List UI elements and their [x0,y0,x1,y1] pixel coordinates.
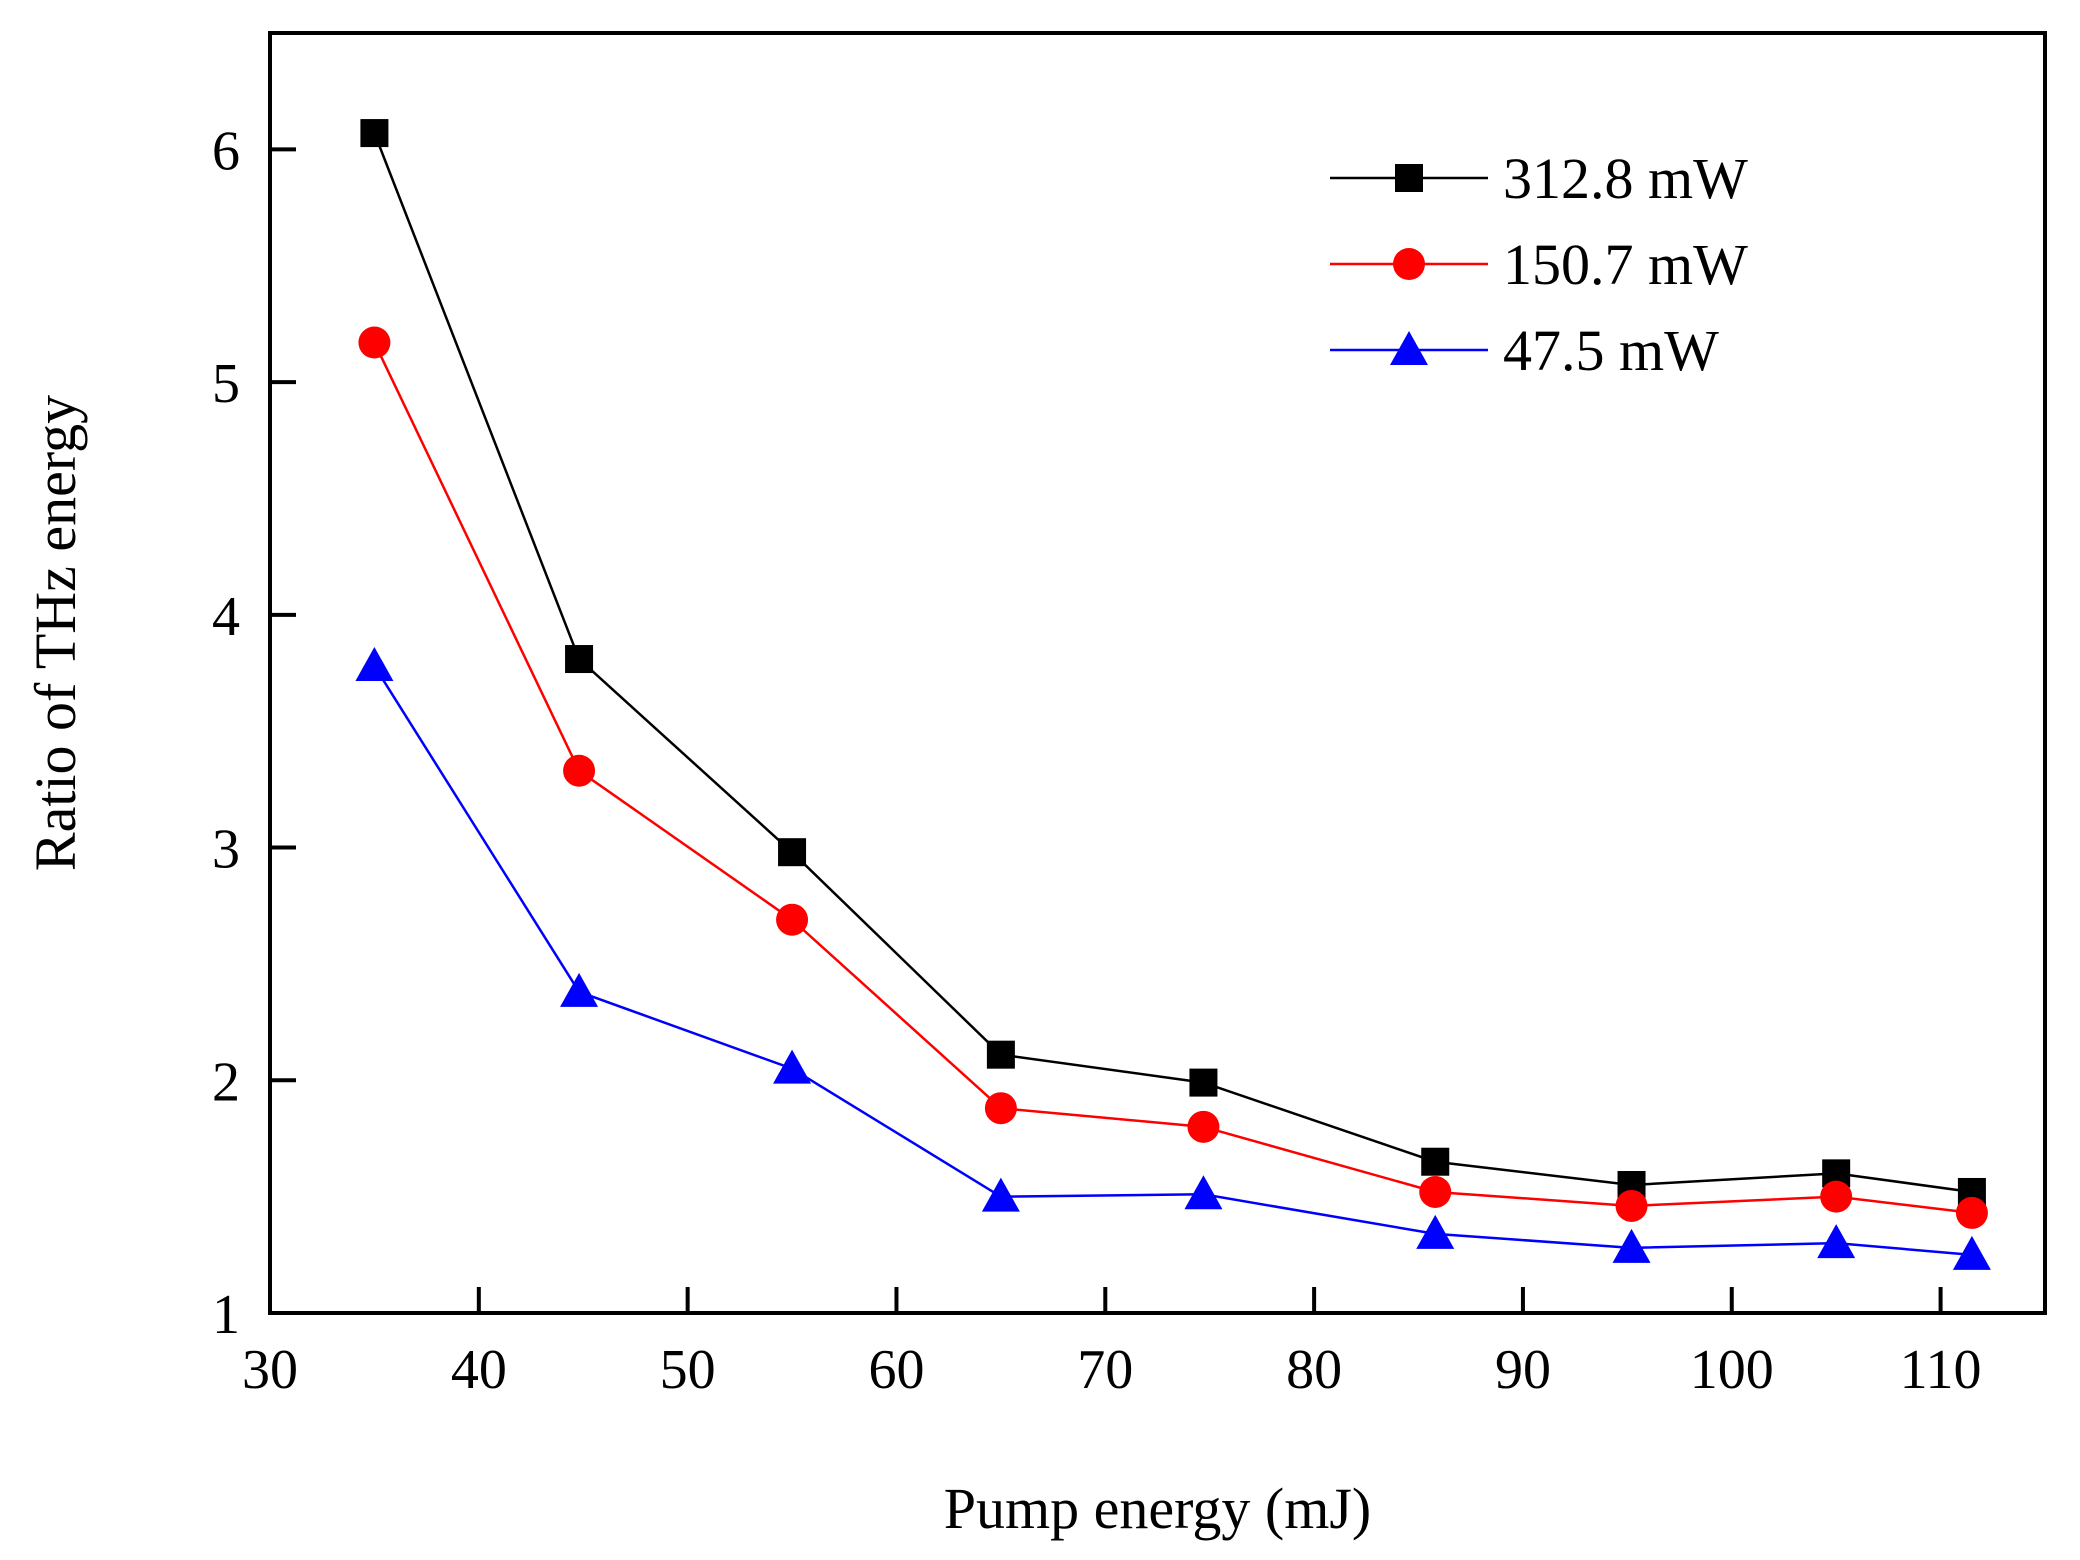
data-point [1612,1228,1651,1263]
axis-ticks: 30 40 50 60 70 80 90 100 110 1 2 3 4 5 6 [212,120,1982,1401]
x-tick-label: 40 [451,1339,507,1401]
legend-item: 47.5 mW [1330,318,1719,383]
data-point [984,1092,1017,1125]
x-tick-label: 100 [1690,1339,1774,1401]
x-tick-label: 60 [868,1339,924,1401]
legend-label: 150.7 mW [1503,232,1748,297]
legend-item: 150.7 mW [1330,232,1748,297]
y-tick-label: 4 [212,586,240,648]
y-axis-title: Ratio of THz energy [23,395,88,871]
legend: 312.8 mW 150.7 mW 47.5 mW [1330,146,1748,383]
series-150-7-mw [358,326,1988,1229]
legend-item: 312.8 mW [1330,146,1748,211]
data-point [1187,1110,1220,1143]
y-tick-label: 6 [212,120,240,182]
data-point [560,972,599,1007]
series-layer [355,119,1991,1270]
data-point [1184,1175,1223,1210]
y-tick-label: 1 [212,1284,240,1346]
data-point [355,647,394,682]
data-point [565,645,594,674]
x-axis-title: Pump energy (mJ) [944,1476,1371,1541]
y-tick-label: 2 [212,1051,240,1113]
legend-label: 47.5 mW [1503,318,1719,383]
data-point [1615,1189,1648,1222]
data-point [563,754,596,787]
data-point [1419,1175,1452,1208]
legend-label: 312.8 mW [1503,146,1748,211]
data-point [986,1040,1015,1069]
series-47-5-mw [355,647,1991,1270]
data-point [1952,1235,1991,1270]
x-tick-label: 90 [1495,1339,1551,1401]
data-point [360,119,389,148]
data-point [358,326,391,359]
data-point [1955,1196,1988,1229]
x-tick-label: 80 [1286,1339,1342,1401]
data-point [981,1177,1020,1212]
legend-marker [1395,164,1423,192]
series-312-8-mw [360,119,1986,1206]
data-point [1820,1180,1853,1213]
data-point [778,838,807,867]
x-tick-label: 70 [1077,1339,1133,1401]
data-point [1189,1068,1218,1097]
legend-marker [1393,248,1425,280]
y-tick-label: 3 [212,819,240,881]
data-point [776,903,809,936]
x-tick-label: 110 [1900,1339,1982,1401]
data-point [773,1049,812,1084]
data-point [1817,1224,1856,1259]
x-tick-label: 50 [660,1339,716,1401]
data-point [1416,1214,1455,1249]
legend-marker [1390,331,1428,365]
y-tick-label: 5 [212,353,240,415]
data-point [1421,1147,1450,1176]
plot-frame [268,31,2047,1315]
x-tick-label: 30 [242,1339,298,1401]
